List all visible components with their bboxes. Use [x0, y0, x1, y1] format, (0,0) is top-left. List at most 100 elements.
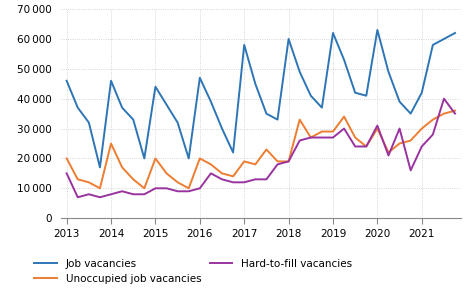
Unoccupied job vacancies — [452, 109, 458, 112]
Unoccupied job vacancies — [397, 142, 402, 145]
Job vacancies — [86, 121, 92, 125]
Job vacancies — [286, 37, 291, 41]
Hard-to-fill vacancies — [108, 192, 114, 196]
Hard-to-fill vacancies — [419, 145, 424, 148]
Hard-to-fill vacancies — [252, 178, 258, 181]
Job vacancies — [408, 112, 414, 115]
Job vacancies — [308, 94, 313, 98]
Job vacancies — [297, 70, 303, 74]
Line: Job vacancies: Job vacancies — [67, 30, 455, 167]
Job vacancies — [119, 106, 125, 109]
Unoccupied job vacancies — [164, 171, 169, 175]
Hard-to-fill vacancies — [153, 186, 158, 190]
Job vacancies — [230, 151, 236, 154]
Job vacancies — [208, 100, 214, 104]
Hard-to-fill vacancies — [97, 195, 103, 199]
Hard-to-fill vacancies — [141, 192, 147, 196]
Line: Hard-to-fill vacancies: Hard-to-fill vacancies — [67, 99, 455, 197]
Unoccupied job vacancies — [108, 142, 114, 145]
Job vacancies — [430, 43, 436, 47]
Hard-to-fill vacancies — [397, 127, 402, 130]
Job vacancies — [242, 43, 247, 47]
Unoccupied job vacancies — [97, 186, 103, 190]
Unoccupied job vacancies — [153, 157, 158, 160]
Unoccupied job vacancies — [419, 127, 424, 130]
Hard-to-fill vacancies — [274, 163, 280, 166]
Unoccupied job vacancies — [175, 181, 180, 184]
Unoccupied job vacancies — [441, 112, 447, 115]
Job vacancies — [252, 82, 258, 85]
Unoccupied job vacancies — [363, 145, 369, 148]
Hard-to-fill vacancies — [164, 186, 169, 190]
Job vacancies — [264, 112, 269, 115]
Hard-to-fill vacancies — [230, 181, 236, 184]
Unoccupied job vacancies — [386, 151, 392, 154]
Job vacancies — [130, 118, 136, 122]
Hard-to-fill vacancies — [130, 192, 136, 196]
Unoccupied job vacancies — [186, 186, 192, 190]
Hard-to-fill vacancies — [264, 178, 269, 181]
Job vacancies — [319, 106, 325, 109]
Job vacancies — [141, 157, 147, 160]
Unoccupied job vacancies — [297, 118, 303, 122]
Unoccupied job vacancies — [130, 178, 136, 181]
Job vacancies — [397, 100, 402, 104]
Job vacancies — [452, 31, 458, 35]
Job vacancies — [330, 31, 336, 35]
Job vacancies — [363, 94, 369, 98]
Unoccupied job vacancies — [430, 118, 436, 122]
Unoccupied job vacancies — [230, 175, 236, 178]
Unoccupied job vacancies — [352, 136, 358, 139]
Unoccupied job vacancies — [86, 181, 92, 184]
Job vacancies — [97, 165, 103, 169]
Hard-to-fill vacancies — [119, 189, 125, 193]
Job vacancies — [419, 91, 424, 95]
Hard-to-fill vacancies — [242, 181, 247, 184]
Job vacancies — [75, 106, 80, 109]
Hard-to-fill vacancies — [286, 160, 291, 163]
Hard-to-fill vacancies — [441, 97, 447, 101]
Hard-to-fill vacancies — [75, 195, 80, 199]
Job vacancies — [197, 76, 203, 80]
Hard-to-fill vacancies — [341, 127, 347, 130]
Hard-to-fill vacancies — [352, 145, 358, 148]
Hard-to-fill vacancies — [386, 154, 392, 157]
Unoccupied job vacancies — [341, 115, 347, 118]
Unoccupied job vacancies — [286, 160, 291, 163]
Unoccupied job vacancies — [330, 130, 336, 133]
Job vacancies — [274, 118, 280, 122]
Job vacancies — [352, 91, 358, 95]
Job vacancies — [153, 85, 158, 88]
Hard-to-fill vacancies — [363, 145, 369, 148]
Job vacancies — [186, 157, 192, 160]
Unoccupied job vacancies — [274, 160, 280, 163]
Hard-to-fill vacancies — [86, 192, 92, 196]
Unoccupied job vacancies — [408, 139, 414, 142]
Job vacancies — [375, 28, 380, 32]
Job vacancies — [386, 70, 392, 74]
Job vacancies — [341, 58, 347, 62]
Unoccupied job vacancies — [308, 136, 313, 139]
Unoccupied job vacancies — [141, 186, 147, 190]
Hard-to-fill vacancies — [375, 124, 380, 127]
Hard-to-fill vacancies — [297, 139, 303, 142]
Hard-to-fill vacancies — [197, 186, 203, 190]
Unoccupied job vacancies — [197, 157, 203, 160]
Job vacancies — [441, 37, 447, 41]
Hard-to-fill vacancies — [408, 168, 414, 172]
Unoccupied job vacancies — [208, 163, 214, 166]
Hard-to-fill vacancies — [452, 112, 458, 115]
Hard-to-fill vacancies — [186, 189, 192, 193]
Hard-to-fill vacancies — [208, 171, 214, 175]
Unoccupied job vacancies — [119, 165, 125, 169]
Unoccupied job vacancies — [319, 130, 325, 133]
Hard-to-fill vacancies — [308, 136, 313, 139]
Hard-to-fill vacancies — [219, 178, 225, 181]
Job vacancies — [164, 103, 169, 106]
Job vacancies — [219, 127, 225, 130]
Unoccupied job vacancies — [219, 171, 225, 175]
Job vacancies — [108, 79, 114, 83]
Hard-to-fill vacancies — [330, 136, 336, 139]
Unoccupied job vacancies — [264, 148, 269, 151]
Line: Unoccupied job vacancies: Unoccupied job vacancies — [67, 111, 455, 188]
